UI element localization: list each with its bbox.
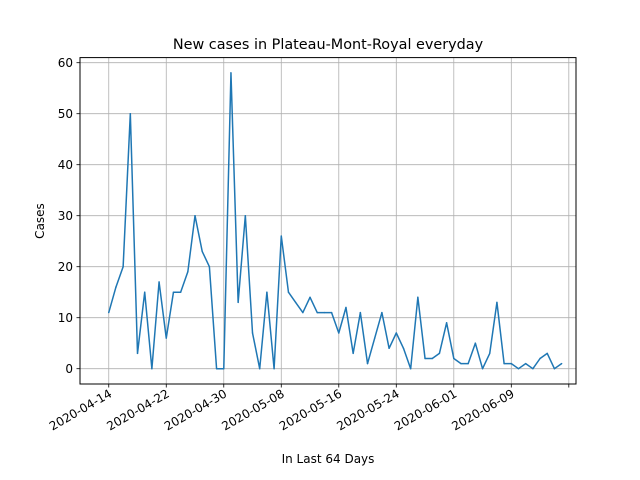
data-point — [172, 291, 175, 293]
data-point — [201, 250, 203, 253]
y-tick-label: 50 — [58, 107, 73, 121]
data-point — [560, 362, 563, 365]
y-axis-label: Cases — [33, 203, 47, 239]
data-point — [251, 332, 254, 334]
data-point — [474, 342, 477, 344]
data-point — [223, 368, 225, 370]
data-point — [179, 291, 182, 293]
data-point — [151, 368, 153, 370]
data-point — [338, 332, 340, 334]
data-point — [287, 291, 290, 293]
data-point — [546, 352, 548, 355]
grid — [80, 57, 576, 384]
data-point — [524, 362, 527, 365]
data-point — [510, 362, 512, 365]
data-point — [230, 72, 232, 74]
chart-title: New cases in Plateau-Mont-Royal everyday — [173, 37, 484, 53]
data-point — [460, 362, 462, 365]
data-point — [158, 281, 160, 283]
plot-data — [108, 72, 563, 370]
data-point — [388, 347, 390, 349]
data-point — [424, 357, 426, 360]
data-point — [208, 266, 211, 268]
data-point — [309, 296, 311, 298]
data-point — [294, 301, 297, 304]
data-point — [136, 352, 139, 355]
data-point — [553, 368, 556, 370]
data-point — [503, 362, 505, 365]
data-point — [374, 337, 376, 339]
data-point — [323, 311, 326, 314]
data-point — [359, 311, 362, 314]
data-point — [259, 368, 261, 370]
data-point — [489, 352, 491, 355]
data-point — [108, 311, 110, 314]
data-point — [144, 291, 146, 293]
data-point — [122, 266, 124, 268]
data-point — [244, 215, 247, 217]
data-point — [409, 368, 412, 370]
data-point — [417, 296, 419, 298]
data-point — [467, 362, 469, 365]
plot-frame — [79, 57, 577, 385]
x-axis-label: In Last 64 Days — [282, 452, 375, 466]
data-point — [431, 357, 433, 360]
data-point — [273, 368, 275, 370]
y-tick-label: 40 — [58, 158, 73, 172]
data-point — [352, 352, 354, 355]
y-tick-label: 10 — [58, 311, 73, 325]
data-point — [345, 306, 347, 309]
data-point — [266, 291, 268, 293]
data-point — [129, 113, 132, 115]
y-tick-label: 60 — [58, 56, 73, 70]
y-tick-label: 20 — [58, 260, 73, 274]
data-point — [496, 301, 498, 304]
y-tick-label: 0 — [65, 362, 73, 376]
data-point — [330, 311, 333, 314]
data-point — [194, 215, 196, 217]
data-point — [453, 357, 455, 360]
data-point — [402, 347, 405, 349]
data-point — [187, 271, 189, 273]
data-point — [215, 368, 218, 370]
series-line — [108, 72, 563, 370]
data-point — [532, 368, 534, 370]
data-point — [366, 362, 369, 365]
data-point — [115, 286, 117, 288]
data-point — [481, 368, 484, 370]
data-point — [316, 311, 318, 314]
data-point — [165, 337, 167, 339]
data-point — [395, 332, 397, 334]
data-point — [381, 311, 383, 314]
data-point — [445, 322, 448, 324]
data-point — [302, 311, 304, 314]
data-point — [517, 368, 520, 370]
y-tick-label: 30 — [58, 209, 73, 223]
data-point — [539, 357, 541, 360]
data-point — [237, 301, 239, 304]
data-point — [438, 352, 441, 355]
data-point — [280, 235, 282, 237]
